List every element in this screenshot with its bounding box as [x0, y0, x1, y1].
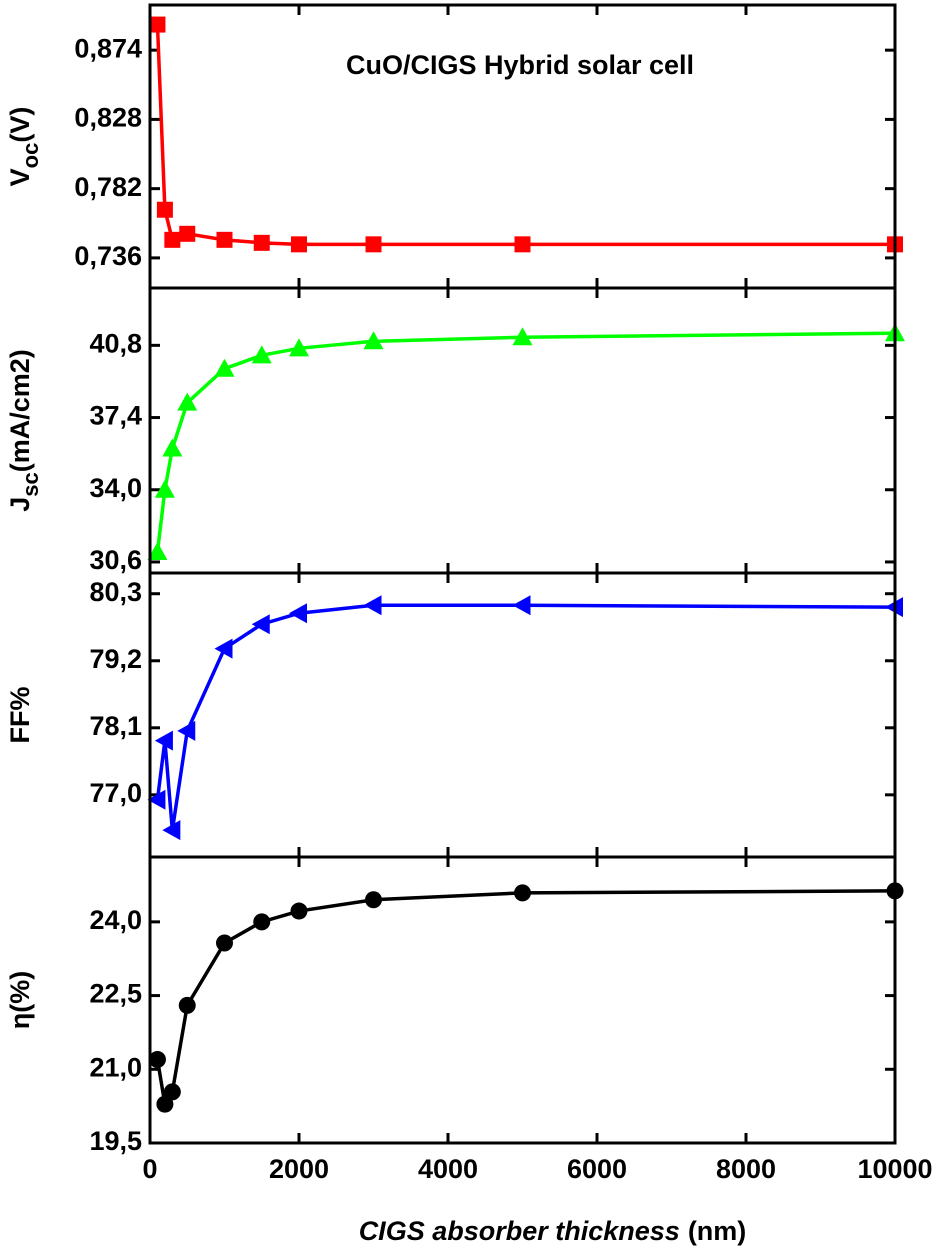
y-tick-label: 0,874 [74, 33, 142, 63]
marker [178, 996, 196, 1014]
y-tick-label: 34,0 [89, 473, 142, 503]
marker [148, 1050, 166, 1068]
y-tick-label: 79,2 [89, 644, 142, 674]
y-tick-label: 80,3 [89, 577, 142, 607]
chart-title: CuO/CIGS Hybrid solar cell [346, 50, 694, 80]
marker [216, 934, 233, 952]
y-axis-label-part: (mA/cm2) [5, 349, 35, 472]
marker [156, 201, 173, 218]
marker [363, 595, 382, 616]
x-tick-label: 2000 [269, 1154, 329, 1184]
y-tick-label: 77,0 [89, 778, 142, 808]
marker [216, 231, 233, 248]
marker [177, 720, 196, 741]
y-tick-label: 21,0 [89, 1052, 142, 1082]
x-tick-label: 4000 [418, 1154, 478, 1184]
marker [214, 638, 233, 659]
marker [512, 327, 533, 346]
x-axis-label: CIGS absorber thickness (nm) [359, 1216, 747, 1246]
y-tick-label: 19,5 [89, 1126, 142, 1156]
plot-frame [148, 855, 897, 1145]
x-tick-label: 10000 [857, 1154, 932, 1184]
marker [162, 820, 181, 841]
marker [156, 1095, 174, 1113]
marker [251, 614, 270, 635]
x-axis-label-part: (nm) [688, 1216, 746, 1246]
x-axis-label-part: CIGS absorber thickness [359, 1216, 680, 1246]
y-tick-label: 24,0 [89, 905, 142, 935]
marker [253, 913, 271, 931]
y-axis-label-part: oc [18, 143, 43, 169]
y-axis-label-part: FF% [5, 687, 35, 744]
y-tick-label: 40,8 [89, 328, 142, 358]
marker [162, 438, 183, 457]
marker [179, 225, 196, 242]
marker [291, 236, 307, 253]
marker [512, 595, 531, 616]
y-axis-label: Jsc(mA/cm2) [5, 349, 43, 512]
marker [514, 884, 531, 902]
marker [154, 730, 173, 751]
marker [164, 231, 181, 248]
series-line [155, 24, 895, 247]
plot-frame [148, 571, 897, 859]
y-axis-label-part: J [5, 497, 35, 512]
marker [147, 789, 166, 810]
marker [514, 236, 531, 253]
marker [214, 358, 235, 377]
y-axis-label-part: η(%) [5, 971, 35, 1029]
y-tick-label: 0,828 [74, 103, 142, 133]
x-tick-label: 6000 [567, 1154, 627, 1184]
series-line [155, 603, 896, 831]
marker [147, 541, 168, 560]
marker [177, 392, 198, 411]
x-tick-label: 8000 [716, 1154, 776, 1184]
y-tick-label: 30,6 [89, 545, 142, 575]
marker [154, 479, 175, 498]
marker [253, 234, 270, 251]
marker [365, 236, 382, 253]
marker [363, 331, 384, 350]
marker [251, 345, 272, 364]
marker [289, 603, 307, 624]
x-tick-label: 0 [142, 1154, 157, 1184]
y-tick-label: 78,1 [89, 711, 142, 741]
marker [163, 1083, 181, 1101]
y-tick-label: 37,4 [89, 401, 142, 431]
series-line [155, 331, 896, 553]
y-axis-label: η(%) [5, 971, 35, 1029]
y-tick-label: 0,782 [74, 172, 142, 202]
y-axis-label-part: sc [18, 472, 43, 496]
marker [290, 902, 308, 920]
marker [149, 16, 166, 33]
y-tick-label: 22,5 [89, 979, 142, 1009]
y-axis-label: Voc(V) [5, 107, 43, 187]
y-tick-label: 0,736 [74, 241, 142, 271]
marker [289, 338, 309, 357]
y-axis-label-part: (V) [5, 107, 35, 143]
y-axis-label: FF% [5, 687, 35, 744]
marker [365, 891, 382, 909]
y-axis-label-part: V [5, 168, 35, 186]
